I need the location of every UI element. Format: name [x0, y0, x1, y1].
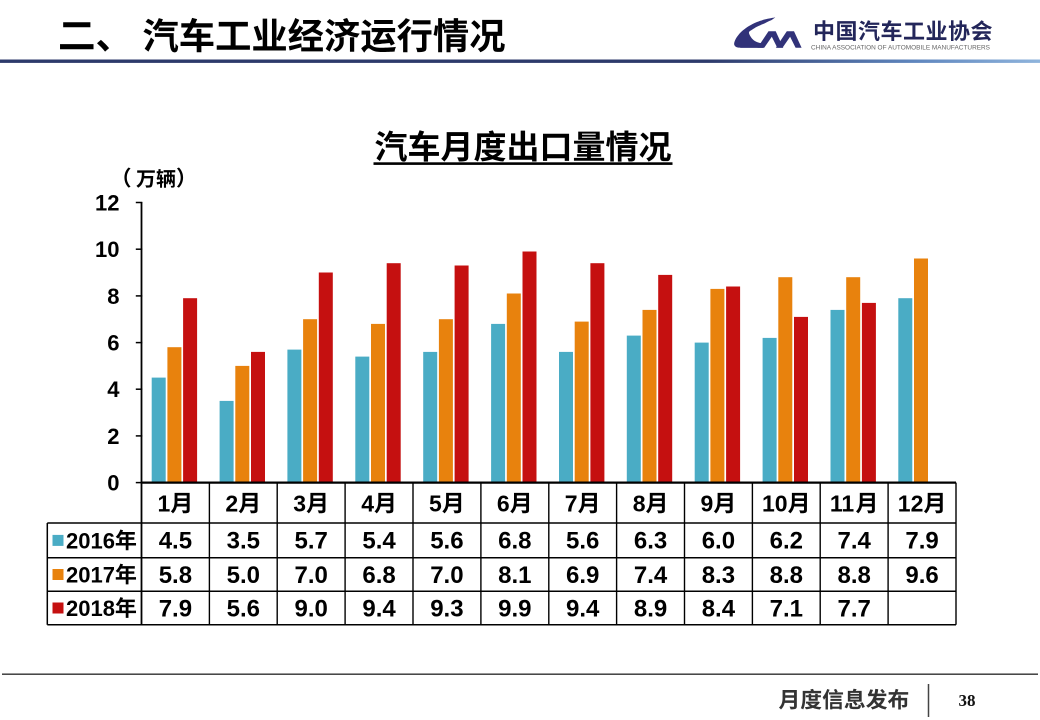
svg-text:4: 4: [361, 490, 374, 516]
svg-text:5.0: 5.0: [227, 562, 260, 589]
svg-text:9.4: 9.4: [362, 595, 396, 622]
svg-text:8.9: 8.9: [634, 595, 667, 622]
svg-text:2: 2: [107, 424, 119, 449]
svg-text:2018: 2018: [66, 596, 115, 621]
svg-text:5.6: 5.6: [227, 595, 260, 622]
svg-text:9.0: 9.0: [295, 595, 328, 622]
svg-text:4.5: 4.5: [159, 528, 192, 555]
svg-text:10: 10: [762, 490, 788, 516]
svg-text:6.8: 6.8: [362, 562, 395, 589]
svg-text:38: 38: [959, 691, 976, 710]
svg-text:CHINA ASSOCIATION OF AUTOMOBIL: CHINA ASSOCIATION OF AUTOMOBILE MANUFACT…: [811, 45, 991, 52]
svg-text:3.5: 3.5: [227, 528, 260, 555]
svg-text:6.9: 6.9: [566, 562, 599, 589]
svg-text:10: 10: [95, 237, 119, 262]
svg-text:7.1: 7.1: [770, 595, 803, 622]
svg-text:9: 9: [701, 490, 714, 516]
svg-text:12: 12: [898, 490, 924, 516]
svg-text:11: 11: [830, 490, 855, 516]
svg-text:7.0: 7.0: [430, 562, 463, 589]
svg-text:5: 5: [429, 490, 442, 516]
svg-text:3: 3: [293, 490, 306, 516]
svg-text:9.6: 9.6: [905, 562, 938, 589]
svg-text:12: 12: [95, 191, 119, 216]
svg-text:6.2: 6.2: [770, 528, 803, 555]
svg-text:7.4: 7.4: [838, 528, 872, 555]
svg-text:6: 6: [107, 331, 119, 356]
svg-text:5.4: 5.4: [362, 528, 396, 555]
svg-text:4: 4: [107, 377, 120, 402]
svg-text:8.8: 8.8: [838, 562, 871, 589]
svg-text:2: 2: [225, 490, 238, 516]
svg-text:7.7: 7.7: [838, 595, 871, 622]
svg-text:6.0: 6.0: [702, 528, 735, 555]
svg-text:7: 7: [565, 490, 578, 516]
svg-text:6.3: 6.3: [634, 528, 667, 555]
svg-text:6.8: 6.8: [498, 528, 531, 555]
svg-text:5.7: 5.7: [295, 528, 328, 555]
svg-text:8.1: 8.1: [498, 562, 531, 589]
svg-text:7.4: 7.4: [634, 562, 668, 589]
svg-text:5.6: 5.6: [566, 528, 599, 555]
svg-text:5.8: 5.8: [159, 562, 192, 589]
svg-text:1: 1: [158, 490, 171, 516]
svg-text:8: 8: [107, 284, 119, 309]
svg-text:7.9: 7.9: [159, 595, 192, 622]
svg-text:7.9: 7.9: [905, 528, 938, 555]
svg-text:2016: 2016: [66, 528, 115, 553]
svg-text:7.0: 7.0: [295, 562, 328, 589]
svg-text:6: 6: [497, 490, 510, 516]
svg-text:8.3: 8.3: [702, 562, 735, 589]
svg-text:8.8: 8.8: [770, 562, 803, 589]
svg-text:9.4: 9.4: [566, 595, 600, 622]
svg-text:0: 0: [107, 471, 119, 496]
svg-text:9.9: 9.9: [498, 595, 531, 622]
svg-text:5.6: 5.6: [430, 528, 463, 555]
svg-text:2017: 2017: [66, 562, 115, 587]
svg-text:9.3: 9.3: [430, 595, 463, 622]
svg-text:8.4: 8.4: [702, 595, 736, 622]
svg-text:8: 8: [633, 490, 646, 516]
